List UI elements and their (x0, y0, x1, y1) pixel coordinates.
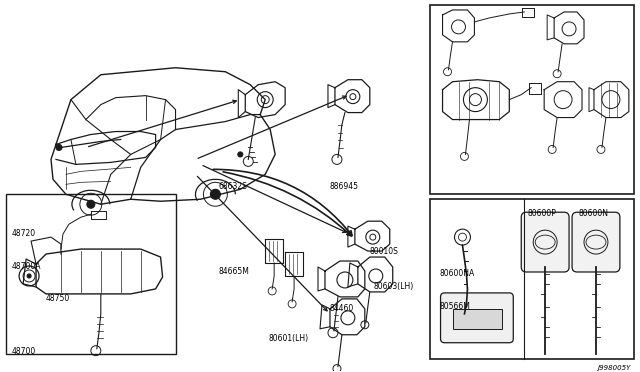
Text: 886945: 886945 (330, 182, 359, 191)
Text: 80600N: 80600N (578, 209, 608, 218)
Text: J998005Y: J998005Y (598, 365, 631, 371)
Text: 48700: 48700 (11, 347, 35, 356)
Text: 80010S: 80010S (370, 247, 399, 256)
Circle shape (87, 200, 95, 208)
Bar (452, 309, 502, 329)
Text: 80566M: 80566M (440, 302, 470, 311)
Text: 80600NA: 80600NA (440, 269, 475, 278)
Bar (429, 199, 634, 359)
Bar (6, 194, 175, 354)
Bar (429, 5, 634, 194)
Text: 84665M: 84665M (218, 267, 249, 276)
Circle shape (238, 152, 243, 157)
Text: 48720: 48720 (11, 229, 35, 238)
Text: 84460: 84460 (330, 304, 354, 313)
FancyBboxPatch shape (521, 212, 569, 272)
Circle shape (56, 144, 62, 150)
FancyBboxPatch shape (440, 293, 513, 343)
Text: 80603(LH): 80603(LH) (374, 282, 414, 291)
Text: 80600P: 80600P (527, 209, 556, 218)
Text: 80601(LH): 80601(LH) (268, 334, 308, 343)
Text: 48750: 48750 (46, 294, 70, 303)
Text: 48700A: 48700A (11, 262, 41, 271)
Circle shape (27, 274, 31, 278)
Circle shape (211, 189, 220, 199)
FancyBboxPatch shape (572, 212, 620, 272)
Text: 68632S: 68632S (218, 182, 247, 191)
